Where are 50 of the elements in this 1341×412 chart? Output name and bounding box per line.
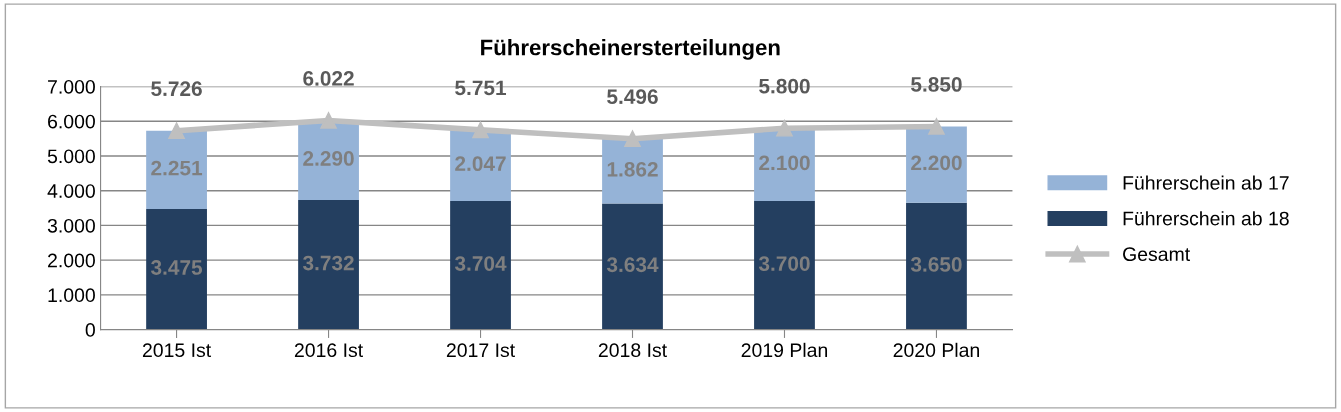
x-tick-label: 2018 Ist bbox=[598, 343, 667, 358]
y-tick-label: 5.000 bbox=[47, 149, 95, 164]
x-tick-label: 2020 Plan bbox=[893, 342, 979, 358]
x-tick-label: 2017 Ist bbox=[446, 343, 515, 358]
y-tick-label: 3.000 bbox=[47, 218, 95, 233]
bar bbox=[906, 126, 967, 203]
data-label: 3.732 bbox=[302, 255, 354, 271]
data-label: 5.800 bbox=[759, 78, 810, 94]
data-label: 3.634 bbox=[606, 257, 659, 273]
point bbox=[168, 122, 185, 140]
bar bbox=[146, 208, 207, 330]
bar bbox=[602, 203, 663, 330]
data-label: 2.200 bbox=[911, 155, 962, 171]
data-label: 3.700 bbox=[758, 256, 810, 271]
point bbox=[320, 112, 337, 129]
y-tick-label: 7.000 bbox=[48, 79, 95, 94]
data-label: 2.047 bbox=[455, 156, 506, 172]
data-label: 2.290 bbox=[303, 151, 354, 166]
bar bbox=[298, 200, 359, 330]
data-label: 5.850 bbox=[911, 77, 962, 92]
x-tick-label: 2015 Ist bbox=[142, 343, 212, 358]
y-tick-label: 4.000 bbox=[47, 184, 95, 198]
legend-label: Führerschein ab 17 bbox=[1123, 175, 1289, 190]
y-tick-label: 1.000 bbox=[48, 288, 95, 303]
data-label: 2.100 bbox=[759, 155, 810, 171]
data-label: 6.022 bbox=[303, 71, 354, 86]
point bbox=[776, 119, 793, 137]
data-label: 2.251 bbox=[151, 160, 203, 176]
data-label: 5.496 bbox=[607, 89, 658, 105]
legend-label: Gesamt bbox=[1123, 247, 1191, 262]
point bbox=[928, 118, 945, 135]
legend-label: Führerschein ab 18 bbox=[1123, 211, 1289, 226]
data-label: 3.650 bbox=[910, 257, 962, 272]
bar bbox=[450, 200, 511, 330]
x-tick-label: 2016 Ist bbox=[294, 343, 363, 358]
bar bbox=[754, 201, 815, 330]
bar bbox=[146, 130, 207, 209]
bar bbox=[906, 202, 967, 330]
y-tick-label: 0 bbox=[85, 323, 95, 337]
data-label: 3.704 bbox=[454, 256, 507, 271]
y-tick-label: 6.000 bbox=[48, 114, 95, 129]
data-label: 1.862 bbox=[607, 161, 658, 177]
point bbox=[472, 121, 489, 139]
point bbox=[624, 130, 641, 148]
chart-title: Führerscheinersterteilungen bbox=[481, 39, 780, 60]
y-tick-label: 2.000 bbox=[48, 253, 95, 268]
data-label: 3.475 bbox=[150, 260, 203, 275]
x-tick-label: 2019 Plan bbox=[741, 342, 828, 358]
data-label: 5.726 bbox=[151, 81, 202, 97]
data-label: 5.751 bbox=[455, 80, 507, 96]
